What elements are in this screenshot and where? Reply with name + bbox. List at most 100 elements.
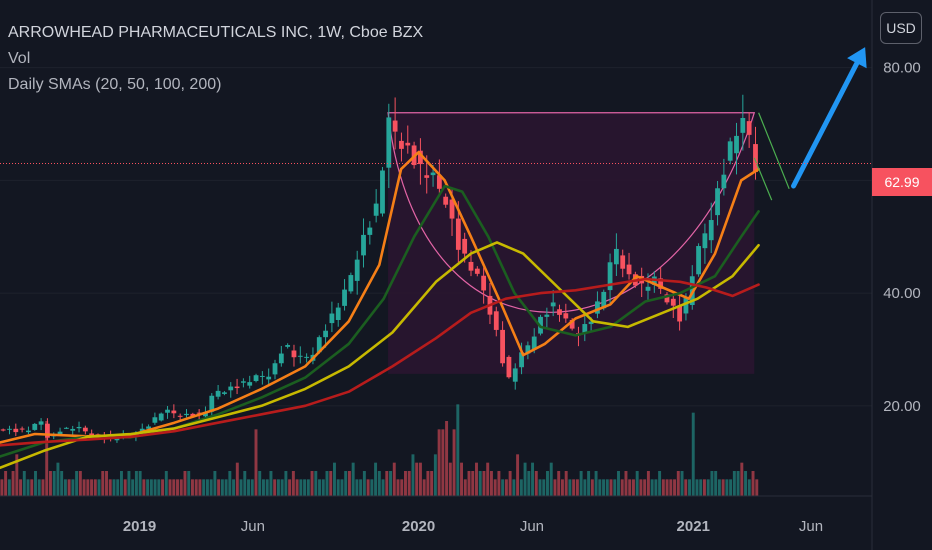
volume-bar	[736, 471, 740, 496]
volume-bar	[254, 429, 258, 496]
candle-body	[26, 430, 31, 433]
symbol-title[interactable]: ARROWHEAD PHARMACEUTICALS INC, 1W, Cboe …	[8, 24, 424, 41]
currency-button[interactable]: USD	[880, 12, 922, 44]
volume-bar	[127, 471, 131, 496]
volume-indicator-label[interactable]: Vol	[8, 50, 31, 67]
candle	[297, 346, 303, 364]
candle	[152, 412, 158, 425]
volume-bar	[631, 479, 635, 496]
candle	[222, 391, 227, 396]
volume-bar	[531, 462, 535, 496]
volume-bar	[265, 479, 269, 496]
volume-bar	[176, 479, 179, 496]
volume-bar	[205, 479, 209, 496]
volume-bar	[67, 479, 71, 496]
volume-bar	[493, 479, 497, 496]
candle	[380, 167, 385, 217]
volume-bar	[325, 471, 329, 496]
candle-body	[184, 413, 189, 416]
volume-bar	[198, 479, 202, 496]
candle	[386, 103, 392, 189]
candle-body	[506, 356, 512, 378]
volume-bar	[706, 479, 710, 496]
candle-body	[196, 412, 202, 414]
candle	[607, 253, 613, 304]
candle-body	[171, 410, 177, 414]
trend-line-1	[753, 157, 773, 201]
y-tick-label: 20.00	[883, 398, 921, 415]
candle	[399, 132, 404, 162]
candle-body	[626, 264, 632, 275]
candle	[272, 359, 278, 380]
candle-body	[708, 220, 714, 241]
volume-bar	[250, 479, 254, 496]
volume-bar	[519, 479, 523, 496]
candle	[493, 306, 499, 337]
candle	[405, 125, 411, 154]
candle-body	[165, 409, 170, 413]
volume-bar	[333, 462, 336, 496]
candle-body	[607, 262, 613, 291]
volume-bar	[400, 479, 404, 496]
candle	[373, 189, 379, 223]
candle-body	[670, 298, 676, 306]
candle-body	[373, 203, 379, 216]
candle-body	[278, 353, 284, 364]
volume-bar	[82, 479, 86, 496]
volume-bar	[744, 471, 748, 496]
sma-indicator-label[interactable]: Daily SMAs (20, 50, 100, 200)	[8, 76, 222, 93]
candle-body	[228, 386, 234, 391]
volume-bar	[404, 471, 407, 496]
volume-bar	[314, 471, 318, 496]
time-axis[interactable]: 2019 Jun 2020 Jun 2021 Jun	[123, 518, 823, 535]
candle-body	[418, 150, 423, 165]
candle	[26, 426, 31, 435]
volume-bar	[0, 479, 4, 496]
candle-body	[550, 302, 556, 307]
volume-bar	[407, 471, 411, 496]
candle	[158, 412, 164, 422]
candle	[329, 301, 335, 333]
volume-bar	[661, 479, 665, 496]
trend-line-0	[758, 112, 790, 190]
candle-body	[82, 427, 88, 432]
candle-body	[588, 321, 594, 325]
volume-bar	[142, 479, 146, 496]
volume-bar	[377, 471, 381, 496]
volume-bar	[445, 421, 449, 496]
candle	[215, 385, 221, 400]
volume-bar	[26, 479, 30, 496]
volume-bar	[63, 479, 67, 496]
candle-body	[285, 345, 291, 347]
candle-body	[234, 386, 240, 389]
volume-bar	[321, 479, 325, 496]
up-arrow-icon	[847, 47, 867, 69]
volume-bar	[482, 471, 486, 496]
candle	[184, 409, 189, 418]
candle-body	[468, 261, 474, 271]
candle	[500, 321, 506, 367]
cup-pattern	[387, 112, 756, 374]
candle-body	[89, 433, 95, 436]
volume-bar	[486, 462, 490, 496]
x-tick-label: 2021	[677, 518, 710, 535]
volume-bar	[179, 479, 183, 496]
volume-bar	[725, 479, 729, 496]
candle-body	[715, 188, 720, 216]
candle-body	[658, 278, 664, 289]
candle-body	[405, 142, 411, 146]
volume-bar	[194, 479, 198, 496]
volume-bar	[415, 462, 419, 496]
up-arrow-shaft	[791, 60, 860, 189]
last-price-label: 62.99	[872, 168, 932, 196]
candle-body	[272, 363, 278, 375]
volume-bar	[426, 471, 430, 496]
volume-bar	[624, 471, 628, 496]
volume-bar	[157, 479, 161, 496]
candle-body	[582, 324, 588, 333]
volume-bar	[52, 471, 56, 496]
volume-bar	[41, 479, 45, 496]
volume-bar	[224, 479, 228, 496]
y-tick-label: 40.00	[883, 285, 921, 302]
candle-body	[266, 376, 272, 380]
